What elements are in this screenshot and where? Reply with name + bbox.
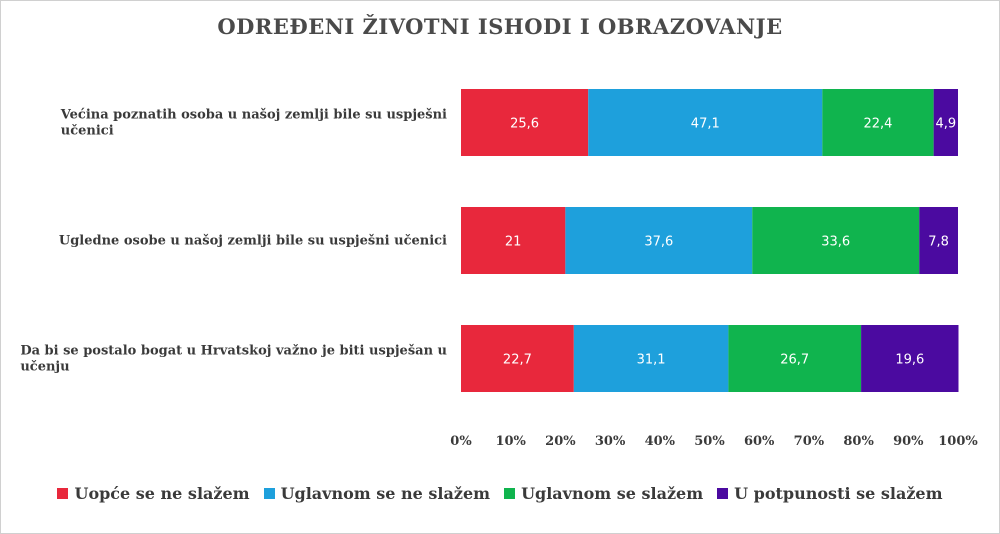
legend-item: Uglavnom se ne slažem (263, 483, 491, 503)
data-label: 26,7 (780, 353, 809, 368)
x-tick-label: 0% (450, 434, 472, 449)
legend-swatch (57, 487, 69, 499)
legend-item: U potpunosti se slažem (717, 483, 943, 503)
data-label: 31,1 (637, 353, 666, 368)
bar-segment (728, 325, 862, 392)
category-label: Većina poznatih osoba u našoj zemlji bil… (60, 108, 447, 139)
category-label: Ugledne osobe u našoj zemlji bile su usp… (59, 234, 447, 249)
bar-segment (461, 325, 574, 392)
data-label: 21 (505, 235, 522, 250)
legend-label: Uopće se ne slažem (74, 483, 250, 503)
legend-label: U potpunosti se slažem (734, 483, 943, 503)
x-tick-label: 20% (545, 434, 576, 449)
bar-segment (861, 325, 959, 392)
x-tick-label: 70% (794, 434, 825, 449)
bar-segment (752, 207, 920, 274)
data-label: 22,7 (503, 353, 532, 368)
category-label: Da bi se postalo bogat u Hrvatskoj važno… (20, 344, 447, 375)
bar-segment (933, 89, 958, 156)
data-label: 4,9 (935, 117, 956, 132)
data-label: 19,6 (895, 353, 924, 368)
bar-segment (822, 89, 934, 156)
bar-segment (919, 207, 958, 274)
data-label: 37,6 (644, 235, 673, 250)
x-tick-label: 50% (694, 434, 725, 449)
bar-segment (573, 325, 729, 392)
x-tick-label: 10% (495, 434, 526, 449)
bar-segment (565, 207, 753, 274)
data-label: 33,6 (821, 235, 850, 250)
legend-item: Uopće se ne slažem (57, 483, 250, 503)
data-label: 22,4 (864, 117, 893, 132)
legend-label: Uglavnom se ne slažem (280, 483, 491, 503)
x-tick-label: 90% (893, 434, 924, 449)
legend-label: Uglavnom se slažem (521, 483, 704, 503)
legend-swatch (717, 487, 729, 499)
legend-swatch (504, 487, 516, 499)
legend-swatch (263, 487, 275, 499)
bar-segment (588, 89, 823, 156)
x-tick-label: 30% (595, 434, 626, 449)
data-label: 7,8 (928, 235, 949, 250)
legend-item: Uglavnom se slažem (504, 484, 703, 503)
bar-segment (461, 89, 589, 156)
data-label: 25,6 (510, 117, 539, 132)
legend: Uopće se ne slažem Uglavnom se ne slažem U… (0, 478, 1000, 508)
chart-title: ODREĐENI ŽIVOTNI ISHODI I OBRAZOVANJE (217, 14, 783, 39)
bar-segment (461, 207, 566, 274)
data-label: 47,1 (691, 117, 720, 132)
x-tick-label: 100% (938, 434, 978, 449)
x-tick-label: 40% (645, 434, 676, 449)
x-tick-label: 60% (744, 434, 775, 449)
x-tick-label: 80% (843, 434, 874, 449)
